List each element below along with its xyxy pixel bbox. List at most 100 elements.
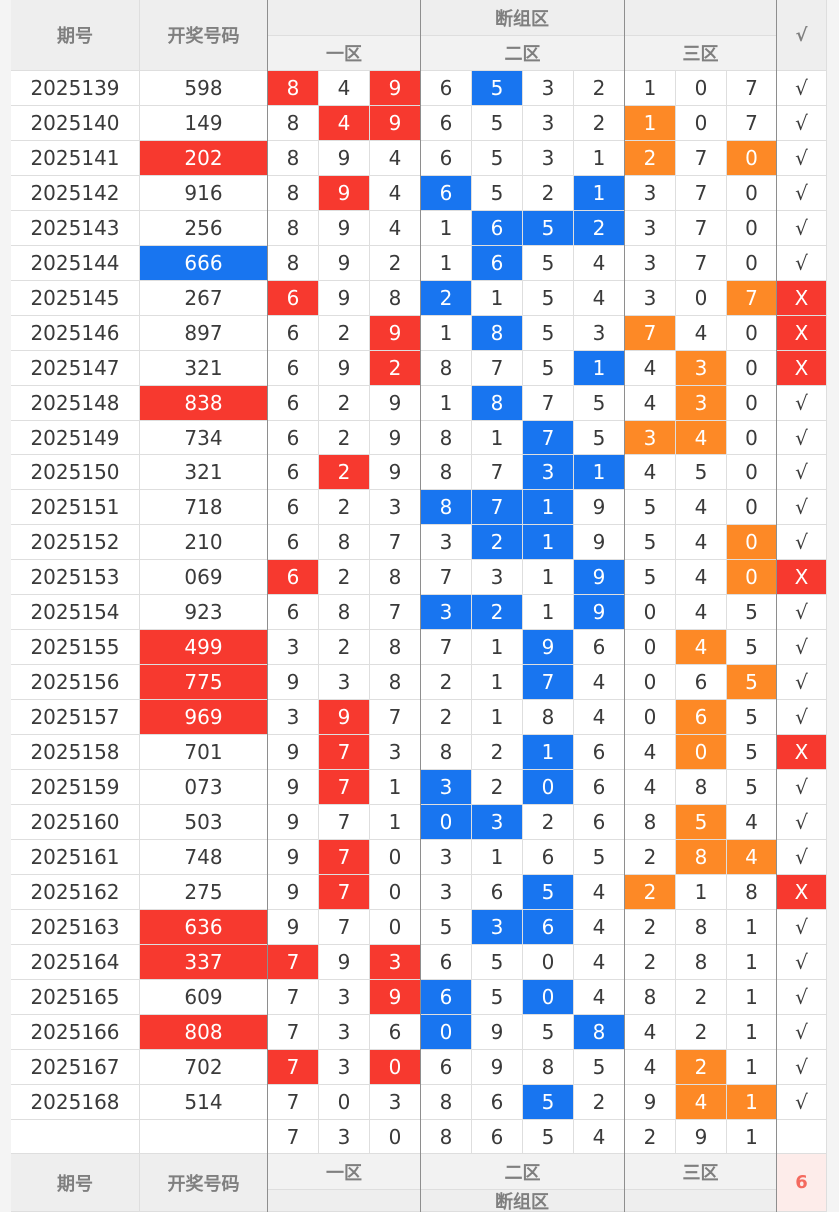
zone3-digit: 5	[727, 700, 777, 735]
next-zone1-digit: 7	[268, 1120, 319, 1154]
zone3-digit: 4	[625, 735, 676, 770]
result-mark: √	[777, 246, 827, 281]
draw-number-cell: 499	[140, 630, 268, 665]
zone2-digit: 1	[472, 840, 523, 875]
draw-number-cell: 718	[140, 490, 268, 525]
zone2-digit: 5	[574, 386, 625, 421]
result-mark: √	[777, 141, 827, 176]
zone3-digit: 0	[727, 421, 777, 455]
zone2-digit: 3	[421, 770, 472, 805]
zone2-digit: 7	[472, 351, 523, 386]
period-cell: 2025143	[11, 211, 140, 246]
zone-divider	[776, 0, 777, 1212]
zone2-digit: 8	[523, 1050, 574, 1085]
zone2-digit: 8	[523, 700, 574, 735]
zone3-digit: 3	[625, 176, 676, 211]
zone3-digit: 8	[676, 770, 727, 805]
zone2-digit: 2	[523, 176, 574, 211]
result-mark: √	[777, 1085, 827, 1120]
zone3-digit: 4	[676, 595, 727, 630]
draw-number-cell: 337	[140, 945, 268, 980]
zone1-digit: 7	[268, 945, 319, 980]
zone1-digit: 6	[268, 281, 319, 316]
zone1-digit: 9	[319, 246, 370, 281]
zone2-digit: 5	[574, 421, 625, 455]
zone3-digit: 0	[625, 630, 676, 665]
zone1-digit: 2	[319, 630, 370, 665]
draw-number-cell: 275	[140, 875, 268, 910]
period-cell: 2025146	[11, 316, 140, 351]
zone3-digit: 8	[625, 805, 676, 840]
zone2-digit: 6	[523, 910, 574, 945]
zone3-digit: 1	[727, 980, 777, 1015]
zone1-digit: 8	[268, 246, 319, 281]
period-cell: 2025165	[11, 980, 140, 1015]
zone2-digit: 7	[523, 665, 574, 700]
result-mark: √	[777, 525, 827, 560]
period-cell: 2025145	[11, 281, 140, 316]
result-mark: √	[777, 1015, 827, 1050]
zone2-digit: 0	[421, 1015, 472, 1050]
result-mark: √	[777, 980, 827, 1015]
zone1-digit: 0	[370, 1050, 421, 1085]
zone3-digit: 0	[727, 246, 777, 281]
zone1-digit: 9	[319, 281, 370, 316]
zone2-digit: 6	[574, 770, 625, 805]
zone2-digit: 1	[574, 351, 625, 386]
zone3-digit: 4	[676, 525, 727, 560]
zone2-digit: 2	[421, 665, 472, 700]
zone1-digit: 2	[319, 386, 370, 421]
zone2-digit: 5	[574, 1050, 625, 1085]
footer-zone1-header: 一区	[268, 1154, 421, 1190]
zone2-digit: 1	[523, 735, 574, 770]
miss-count-badge: 6	[777, 1154, 827, 1212]
check-header: √	[777, 0, 827, 71]
zone1-digit: 6	[268, 455, 319, 490]
result-mark: √	[777, 71, 827, 106]
zone2-digit: 8	[421, 1085, 472, 1120]
draw-number-cell: 923	[140, 595, 268, 630]
draw-number-cell: 256	[140, 211, 268, 246]
zone3-digit: 0	[676, 281, 727, 316]
period-header[interactable]: 期号	[11, 0, 140, 71]
draw-number-cell: 636	[140, 910, 268, 945]
zone3-digit: 4	[676, 490, 727, 525]
draw-number-cell: 838	[140, 386, 268, 421]
zone2-digit: 4	[574, 910, 625, 945]
zone2-digit: 2	[421, 281, 472, 316]
draw-number-cell: 916	[140, 176, 268, 211]
zone2-digit: 5	[523, 211, 574, 246]
zone2-digit: 5	[523, 1085, 574, 1120]
result-mark: X	[777, 560, 827, 595]
zone2-digit: 6	[472, 246, 523, 281]
zone1-digit: 9	[370, 455, 421, 490]
zone2-digit: 3	[421, 525, 472, 560]
zone2-digit: 5	[472, 980, 523, 1015]
result-mark: √	[777, 386, 827, 421]
draw-number-header[interactable]: 开奖号码	[140, 0, 268, 71]
draw-number-cell: 808	[140, 1015, 268, 1050]
result-mark: X	[777, 316, 827, 351]
footer-draw-header: 开奖号码	[140, 1154, 268, 1212]
draw-number-cell: 701	[140, 735, 268, 770]
zone2-digit: 7	[472, 490, 523, 525]
draw-number-cell: 666	[140, 246, 268, 281]
zone1-digit: 3	[370, 735, 421, 770]
draw-number-cell: 503	[140, 805, 268, 840]
result-mark: X	[777, 875, 827, 910]
zone3-digit: 4	[625, 386, 676, 421]
zone1-digit: 6	[370, 1015, 421, 1050]
draw-number-cell: 734	[140, 421, 268, 455]
zone1-digit: 6	[268, 525, 319, 560]
zone1-digit: 9	[370, 316, 421, 351]
zone3-digit: 0	[727, 386, 777, 421]
zone3-digit: 0	[727, 211, 777, 246]
period-cell: 2025157	[11, 700, 140, 735]
zone1-digit: 8	[319, 525, 370, 560]
zone3-digit: 7	[676, 141, 727, 176]
zone1-digit: 7	[268, 1015, 319, 1050]
zone1-digit: 8	[268, 176, 319, 211]
zone2-digit: 2	[472, 525, 523, 560]
next-zone1-digit: 3	[319, 1120, 370, 1154]
period-cell: 2025155	[11, 630, 140, 665]
